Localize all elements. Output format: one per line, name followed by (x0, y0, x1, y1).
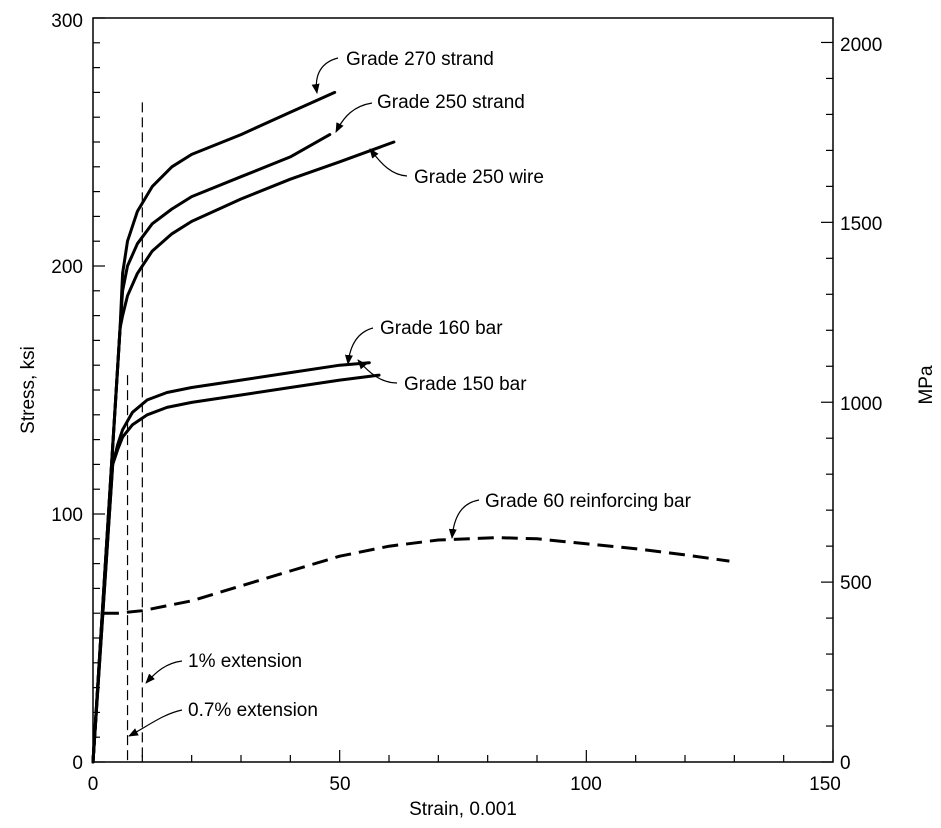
right-axis-ticks (821, 41, 833, 763)
y-axis-label: Stress, ksi (18, 346, 39, 434)
bottom-axis-ticks (92, 750, 834, 762)
annotation-grade-270-strand: Grade 270 strand (346, 49, 494, 70)
leader-arrow-grade-60-reinforcing-bar (448, 499, 480, 539)
y-tick-label: 0 (72, 753, 83, 774)
y2-tick-label: 2000 (840, 35, 882, 56)
curve-grade-250-strand (91, 133, 332, 764)
leader-arrow-1pct-extension (145, 660, 183, 684)
annotation-grade-160-bar: Grade 160 bar (380, 318, 503, 339)
y2-tick-label: 0 (840, 753, 851, 774)
leader-arrow-grade-160-bar (344, 327, 374, 365)
x-tick-label: 50 (329, 774, 350, 795)
leader-arrow-grade-250-wire (369, 148, 408, 177)
annotation-grade-250-strand: Grade 250 strand (377, 92, 525, 113)
y2-axis-label: MPa (916, 365, 937, 405)
y2-tick-label: 1000 (840, 394, 882, 415)
annotation-grade-60-reinforcing-bar: Grade 60 reinforcing bar (485, 491, 692, 512)
annotation-grade-150-bar: Grade 150 bar (404, 374, 527, 395)
x-tick-label: 100 (570, 774, 602, 795)
y2-tick-label: 500 (840, 573, 872, 594)
x-axis-label: Strain, 0.001 (409, 799, 517, 820)
curve-grade-60-reinforcing-bar (102, 536, 730, 615)
x-tick-label: 0 (88, 774, 99, 795)
annotation-07pct-extension: 0.7% extension (188, 700, 318, 721)
curve-grade-150-bar (91, 373, 381, 764)
leader-arrow-grade-270-strand (311, 57, 339, 94)
annotation-1pct-extension: 1% extension (188, 651, 302, 672)
y-tick-label: 100 (51, 505, 83, 526)
y-tick-label: 200 (51, 257, 83, 278)
y-tick-label: 300 (51, 11, 83, 32)
leader-arrow-grade-150-bar (357, 359, 398, 384)
leader-arrow-07pct-extension (128, 709, 183, 737)
leader-arrow-grade-250-strand (335, 102, 373, 133)
annotation-grade-250-wire: Grade 250 wire (414, 167, 544, 188)
y2-tick-label: 1500 (840, 214, 882, 235)
x-tick-label: 150 (809, 774, 841, 795)
curve-grade-250-wire (91, 140, 396, 764)
